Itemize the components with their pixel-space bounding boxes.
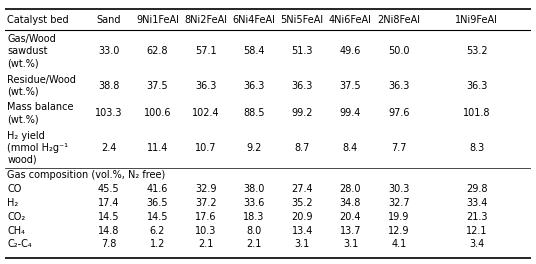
Text: 13.4: 13.4 [292,226,313,236]
Text: 38.8: 38.8 [98,81,120,91]
Text: 8.3: 8.3 [469,143,485,153]
Text: 41.6: 41.6 [147,184,168,194]
Text: 8.4: 8.4 [343,143,358,153]
Text: 10.3: 10.3 [195,226,217,236]
Text: 17.4: 17.4 [98,198,120,208]
Text: 20.4: 20.4 [340,212,361,222]
Text: 14.5: 14.5 [98,212,120,222]
Text: 6.2: 6.2 [150,226,165,236]
Text: 102.4: 102.4 [192,108,220,118]
Text: 1.2: 1.2 [150,239,165,249]
Text: 14.8: 14.8 [98,226,120,236]
Text: 9Ni1FeAl: 9Ni1FeAl [136,15,179,25]
Text: 36.3: 36.3 [195,81,217,91]
Text: CO₂: CO₂ [8,212,26,222]
Text: 45.5: 45.5 [98,184,120,194]
Text: 18.3: 18.3 [243,212,264,222]
Text: 101.8: 101.8 [463,108,490,118]
Text: 11.4: 11.4 [147,143,168,153]
Text: 10.7: 10.7 [195,143,217,153]
Text: 13.7: 13.7 [340,226,361,236]
Text: 33.4: 33.4 [466,198,487,208]
Text: Gas/Wood
sawdust
(wt.%): Gas/Wood sawdust (wt.%) [8,34,56,68]
Text: CH₄: CH₄ [8,226,26,236]
Text: 2.4: 2.4 [101,143,116,153]
Text: 32.7: 32.7 [388,198,410,208]
Text: 33.6: 33.6 [243,198,264,208]
Text: 97.6: 97.6 [388,108,410,118]
Text: 36.3: 36.3 [292,81,313,91]
Text: 36.3: 36.3 [466,81,487,91]
Text: Mass balance
(wt.%): Mass balance (wt.%) [8,102,74,124]
Text: 37.5: 37.5 [147,81,168,91]
Text: 1Ni9FeAl: 1Ni9FeAl [456,15,498,25]
Text: 8.7: 8.7 [294,143,310,153]
Text: 30.3: 30.3 [388,184,410,194]
Text: 2Ni8FeAl: 2Ni8FeAl [377,15,420,25]
Text: 19.9: 19.9 [388,212,410,222]
Text: Gas composition (vol.%, N₂ free): Gas composition (vol.%, N₂ free) [8,170,166,180]
Text: 33.0: 33.0 [98,46,120,56]
Text: 20.9: 20.9 [292,212,313,222]
Text: 50.0: 50.0 [388,46,410,56]
Text: 4.1: 4.1 [391,239,406,249]
Text: 29.8: 29.8 [466,184,488,194]
Text: 53.2: 53.2 [466,46,488,56]
Text: 7.8: 7.8 [101,239,116,249]
Text: 99.2: 99.2 [292,108,313,118]
Text: 49.6: 49.6 [340,46,361,56]
Text: 103.3: 103.3 [95,108,122,118]
Text: 5Ni5FeAl: 5Ni5FeAl [280,15,324,25]
Text: 12.1: 12.1 [466,226,488,236]
Text: H₂: H₂ [8,198,19,208]
Text: 2.1: 2.1 [198,239,213,249]
Text: 3.1: 3.1 [343,239,358,249]
Text: C₂-C₄: C₂-C₄ [8,239,32,249]
Text: 36.3: 36.3 [243,81,264,91]
Text: 100.6: 100.6 [144,108,171,118]
Text: 21.3: 21.3 [466,212,488,222]
Text: 57.1: 57.1 [195,46,217,56]
Text: 28.0: 28.0 [340,184,361,194]
Text: CO: CO [8,184,22,194]
Text: 38.0: 38.0 [243,184,264,194]
Text: 12.9: 12.9 [388,226,410,236]
Text: 88.5: 88.5 [243,108,265,118]
Text: 32.9: 32.9 [195,184,217,194]
Text: 27.4: 27.4 [292,184,313,194]
Text: 14.5: 14.5 [147,212,168,222]
Text: 51.3: 51.3 [292,46,313,56]
Text: 2.1: 2.1 [246,239,262,249]
Text: 37.5: 37.5 [340,81,361,91]
Text: 7.7: 7.7 [391,143,406,153]
Text: 17.6: 17.6 [195,212,217,222]
Text: 9.2: 9.2 [246,143,262,153]
Text: 99.4: 99.4 [340,108,361,118]
Text: Sand: Sand [96,15,121,25]
Text: 35.2: 35.2 [292,198,313,208]
Text: 4Ni6FeAl: 4Ni6FeAl [329,15,372,25]
Text: Residue/Wood
(wt.%): Residue/Wood (wt.%) [8,74,76,97]
Text: Catalyst bed: Catalyst bed [8,15,69,25]
Text: 8Ni2FeAl: 8Ni2FeAl [184,15,227,25]
Text: 8.0: 8.0 [246,226,262,236]
Text: 58.4: 58.4 [243,46,265,56]
Text: 37.2: 37.2 [195,198,217,208]
Text: 3.1: 3.1 [294,239,310,249]
Text: 62.8: 62.8 [147,46,168,56]
Text: 34.8: 34.8 [340,198,361,208]
Text: H₂ yield
(mmol H₂g⁻¹
wood): H₂ yield (mmol H₂g⁻¹ wood) [8,131,69,165]
Text: 6Ni4FeAl: 6Ni4FeAl [233,15,276,25]
Text: 36.3: 36.3 [388,81,410,91]
Text: 36.5: 36.5 [147,198,168,208]
Text: 3.4: 3.4 [469,239,485,249]
